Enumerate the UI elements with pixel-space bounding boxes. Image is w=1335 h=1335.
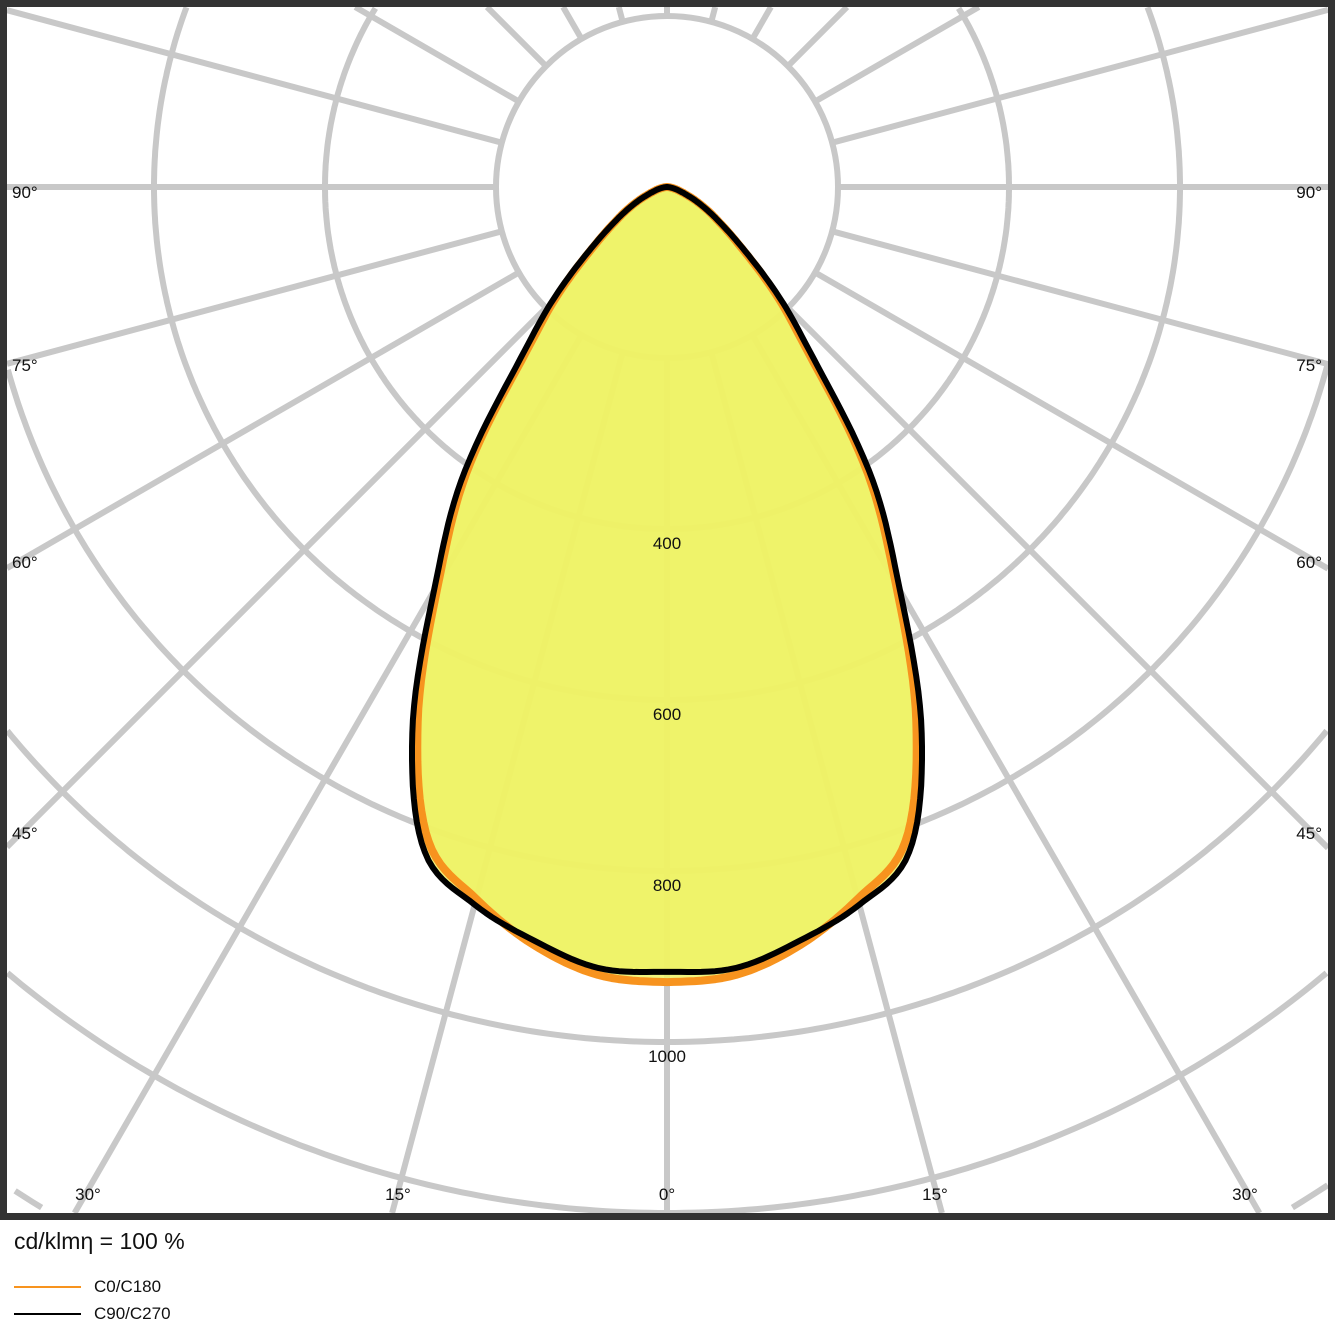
grid-spoke: [813, 4, 981, 105]
grid-spoke: [5, 269, 521, 571]
legend-swatch-c90: [14, 1313, 81, 1315]
grid-spoke: [831, 7, 1329, 146]
axis-labels: 400 600 800 1000 90° 90° 75° 75° 60° 60° 45° 45° 30°…: [12, 183, 1322, 1204]
efficiency-label: cd/klmη = 100 %: [14, 1228, 185, 1254]
angle-label-bottom: 30°: [1232, 1185, 1258, 1204]
footer: cd/klmη = 100 % C0/C180 C90/C270: [0, 1222, 1335, 1335]
radial-tick-label: 1000: [648, 1047, 686, 1066]
plot-frame: [0, 0, 1335, 1220]
curves: [409, 183, 925, 987]
curve-fill-1: [412, 187, 922, 972]
grid-spoke: [813, 269, 1330, 572]
angle-label-left: 45°: [12, 824, 38, 843]
legend-item-c0: C0/C180: [14, 1277, 161, 1297]
angle-label-left: 90°: [12, 183, 38, 202]
legend-swatch-c0: [14, 1286, 81, 1288]
series-line-c90-c270: [409, 184, 925, 975]
grid-ring: [13, 1182, 1330, 1211]
angle-label-bottom: 0°: [659, 1185, 675, 1204]
polar-chart: 400 600 800 1000 90° 90° 75° 75° 60° 60° 45° 45° 30°…: [0, 0, 1335, 1220]
angle-label-right: 90°: [1296, 183, 1322, 202]
angle-label-bottom: 15°: [922, 1185, 948, 1204]
grid-spoke: [4, 305, 549, 850]
legend-item-c90: C90/C270: [14, 1304, 171, 1324]
grid-spoke: [785, 4, 850, 69]
legend-label-c0: C0/C180: [94, 1277, 162, 1296]
radial-tick-label: 800: [653, 876, 681, 895]
angle-label-right: 60°: [1296, 553, 1322, 572]
grid-spoke: [749, 5, 774, 41]
radial-tick-label: 600: [653, 705, 681, 724]
legend-label-c90: C90/C270: [94, 1304, 171, 1323]
grid-spoke: [6, 7, 503, 146]
angle-label-bottom: 15°: [385, 1185, 411, 1204]
grid-ring: [5, 970, 1329, 1216]
grid-spoke: [484, 4, 549, 69]
radial-tick-label: 400: [653, 534, 681, 553]
grid-spoke: [6, 228, 503, 367]
grid-spoke: [560, 5, 585, 41]
grid-spoke: [831, 228, 1329, 367]
angle-label-left: 60°: [12, 553, 38, 572]
grid-spoke: [353, 4, 521, 105]
angle-label-left: 75°: [12, 356, 38, 375]
grid-ring: [4, 728, 1330, 1045]
angle-label-right: 45°: [1296, 824, 1322, 843]
grid-spoke: [785, 305, 1331, 851]
angle-label-right: 75°: [1296, 356, 1322, 375]
angle-label-bottom: 30°: [75, 1185, 101, 1204]
